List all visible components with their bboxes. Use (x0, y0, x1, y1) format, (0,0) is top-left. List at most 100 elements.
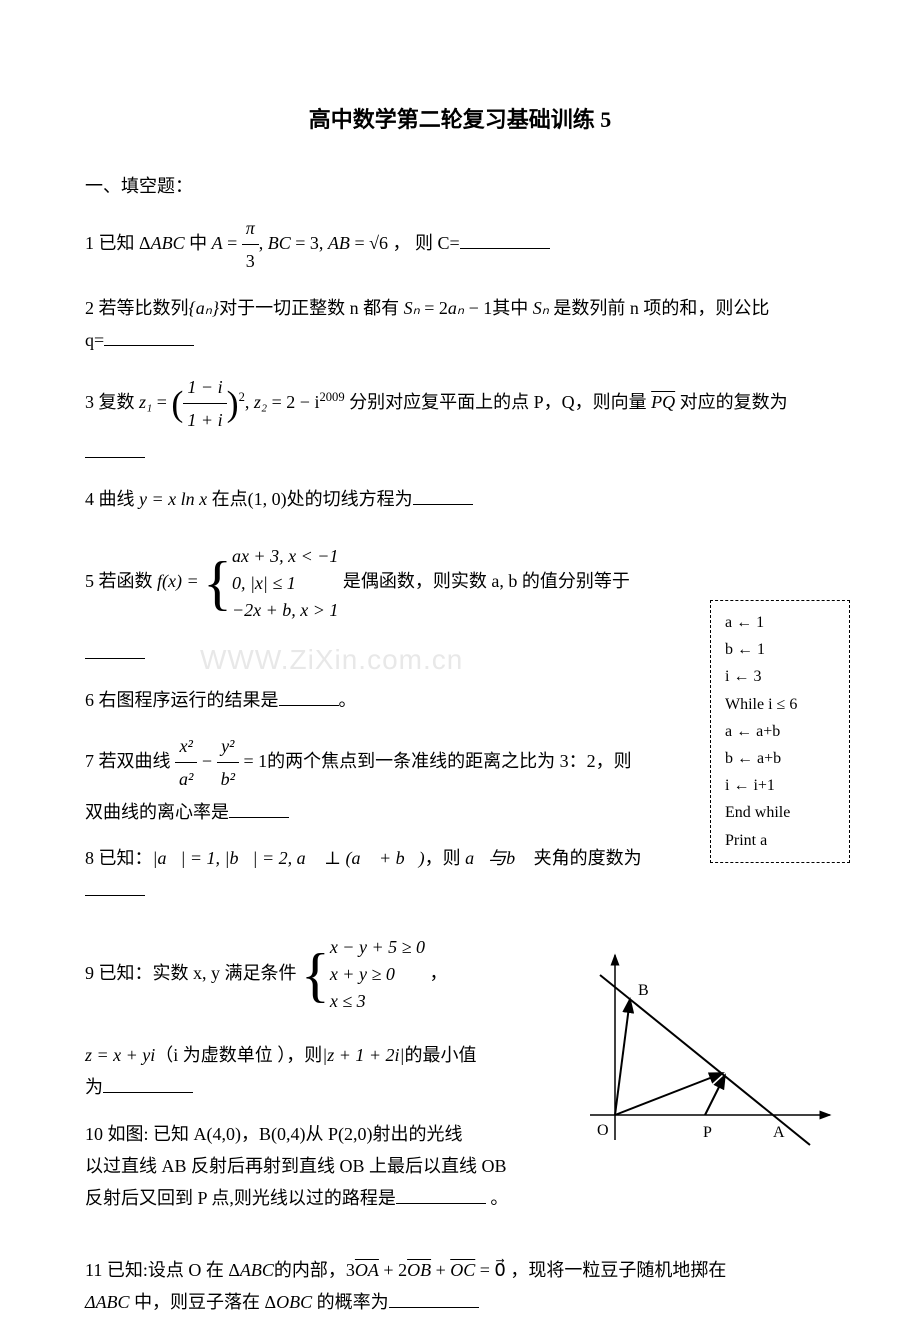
text: 4 曲线 (85, 489, 139, 509)
blank (85, 437, 145, 459)
text: 双曲线的离心率是 (85, 802, 229, 822)
brace-icon: { (203, 529, 232, 637)
text: − 1其中 (464, 298, 533, 318)
text: 2 若等比数列 (85, 298, 189, 318)
vector-ob: OB (407, 1260, 431, 1280)
problem-8: 8 已知：|a⃗| = 1, |b⃗| = 2, a⃗ ⊥ (a⃗ + b⃗)，… (85, 842, 665, 907)
label-a: A (773, 1124, 785, 1141)
vector-oa: OA (355, 1260, 379, 1280)
numerator: π (242, 212, 259, 245)
numerator: x² (175, 730, 197, 763)
text: 的最小值 (405, 1045, 477, 1065)
problem-4: 4 曲线 y = x ln x 在点(1, 0)处的切线方程为 (85, 483, 835, 515)
code-line: Print a (725, 827, 835, 854)
text: A (212, 233, 223, 253)
text: , (245, 392, 254, 412)
fraction: y²b² (217, 730, 239, 796)
pseudocode-box: a ← 1 b ← 1 i ← 3 While i ≤ 6 a ← a+b b … (710, 600, 850, 863)
blank (460, 227, 550, 249)
blank (85, 638, 145, 660)
equation: y = x ln x (139, 489, 207, 509)
text: Sₙ (404, 298, 420, 318)
fraction: π3 (242, 212, 259, 278)
text: 分别对应复平面上的点 P，Q，则向量 (345, 392, 652, 412)
blank (396, 1183, 486, 1205)
case-2: x + y ≥ 0 (330, 961, 425, 988)
denominator: 3 (242, 245, 259, 277)
vector-pq: PQ (651, 392, 675, 412)
vector-oc: OC (450, 1260, 475, 1280)
text: − (197, 751, 216, 771)
text: ABC (151, 233, 185, 253)
denominator: 1 + i (183, 404, 226, 436)
case-block: x − y + 5 ≥ 0x + y ≥ 0x ≤ 3 (330, 934, 425, 1015)
text: = 0⃗ ，现将一粒豆子随机地掷在 (475, 1260, 726, 1280)
code-line: a ← 1 (725, 609, 835, 636)
text: = (223, 233, 242, 253)
text: BC (268, 233, 291, 253)
text: = (152, 392, 171, 412)
text: 中 (185, 233, 212, 253)
numerator: 1 − i (183, 371, 226, 404)
text: 。 (339, 690, 357, 710)
text: 8 已知： (85, 848, 153, 868)
label-b: B (638, 982, 649, 999)
blank (85, 875, 145, 897)
code-line: i ← 3 (725, 663, 835, 690)
text: z₂ (254, 392, 267, 412)
equation: |z + 1 + 2i| (322, 1045, 404, 1065)
text: a⃗与b⃗ (465, 848, 529, 868)
text: ，则 (425, 848, 466, 868)
text: = 1的两个焦点到一条准线的距离之比为 3：2，则 (239, 751, 632, 771)
text: 的概率为 (312, 1292, 389, 1312)
text: 5 若函数 (85, 571, 157, 591)
text: , (259, 233, 268, 253)
blank (279, 684, 339, 706)
text: 3 复数 (85, 392, 139, 412)
text: 在点(1, 0)处的切线方程为 (207, 489, 413, 509)
text: = 3, (291, 233, 328, 253)
text: = 2 − i (267, 392, 319, 412)
text: f(x) = (157, 571, 203, 591)
code-line: End while (725, 799, 835, 826)
text: （i 为虚数单位 ），则 (155, 1045, 322, 1065)
text: 9 已知：实数 x, y 满足条件 (85, 963, 301, 983)
text-line: 反射后又回到 P 点,则光线以过的路程是 (85, 1188, 396, 1208)
text: + (431, 1260, 450, 1280)
text: = (350, 233, 369, 253)
code-line: i ← i+1 (725, 772, 835, 799)
text: z₁ (139, 392, 152, 412)
text: 11 已知:设点 O 在 Δ (85, 1260, 240, 1280)
geometry-diagram: O P A B (575, 945, 835, 1160)
code-line: a ← a+b (725, 718, 835, 745)
blank (229, 796, 289, 818)
text: + 2 (379, 1260, 407, 1280)
text: 。 (486, 1188, 509, 1208)
problem-1: 1 已知 ΔABC 中 A = π3, BC = 3, AB = √6 ， 则 … (85, 212, 835, 278)
text: ， (425, 963, 448, 983)
arrow-from-p (705, 1075, 725, 1115)
problem-7: 7 若双曲线 x²a² − y²b² = 1的两个焦点到一条准线的距离之比为 3… (85, 730, 665, 828)
denominator: a² (175, 763, 197, 795)
text: ， 则 C= (388, 233, 460, 253)
text: 对于一切正整数 n 都有 (219, 298, 404, 318)
text: 为 (85, 1077, 103, 1097)
text-line: 10 如图: 已知 A(4,0)，B(0,4)从 P(2,0)射出的光线 (85, 1118, 555, 1150)
arrow-reflect (615, 1073, 723, 1115)
code-line: b ← a+b (725, 745, 835, 772)
arrow-to-b (615, 999, 630, 1115)
text: AB (328, 233, 350, 253)
code-line: While i ≤ 6 (725, 691, 835, 718)
case-block: ax + 3, x < −10, |x| ≤ 1−2x + b, x > 1 (232, 543, 338, 624)
sqrt: √6 (369, 233, 388, 253)
text: OBC (276, 1292, 312, 1312)
text: = 2 (420, 298, 448, 318)
problem-3: 3 复数 z₁ = (1 − i1 + i)2, z₂ = 2 − i2009 … (85, 371, 835, 469)
code-line: b ← 1 (725, 636, 835, 663)
text: aₙ (448, 298, 464, 318)
problem-11: 11 已知:设点 O 在 ΔABC的内部，3OA + 2OB + OC = 0⃗… (85, 1254, 835, 1319)
text: 对应的复数为 (675, 392, 788, 412)
fraction: x²a² (175, 730, 197, 796)
exponent: 2009 (319, 390, 344, 404)
label-o: O (597, 1122, 609, 1139)
